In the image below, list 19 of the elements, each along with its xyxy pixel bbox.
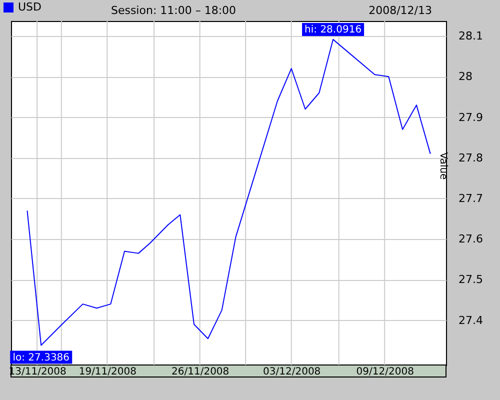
y-tick-label: 28.1 (458, 30, 483, 43)
chart-title: Session: 11:00 – 18:00 (110, 4, 236, 17)
legend-label: USD (18, 0, 42, 14)
y-axis-title: Value (438, 152, 448, 180)
line-series (26, 38, 431, 346)
annotation: lo: 27.3386 (12, 352, 70, 364)
y-tick-label: 27.5 (458, 273, 483, 286)
x-tick-label: 03/12/2008 (263, 366, 321, 378)
annotation: hi: 28.0916 (304, 24, 362, 36)
x-tick-label: 26/11/2008 (172, 366, 230, 378)
y-tick-label: 27.9 (458, 110, 483, 124)
x-tick-label: 09/12/2008 (356, 366, 414, 378)
chart-subtitle: 2008/12/13 (368, 4, 432, 17)
x-tick-label: 19/11/2008 (78, 366, 136, 378)
y-tick-label: 27.4 (458, 314, 483, 327)
y-tick-label: 28 (458, 70, 472, 84)
y-tick-label: 27.8 (458, 151, 483, 164)
y-tick-label: 27.6 (458, 232, 483, 246)
y-tick-label: 27.7 (458, 192, 483, 205)
